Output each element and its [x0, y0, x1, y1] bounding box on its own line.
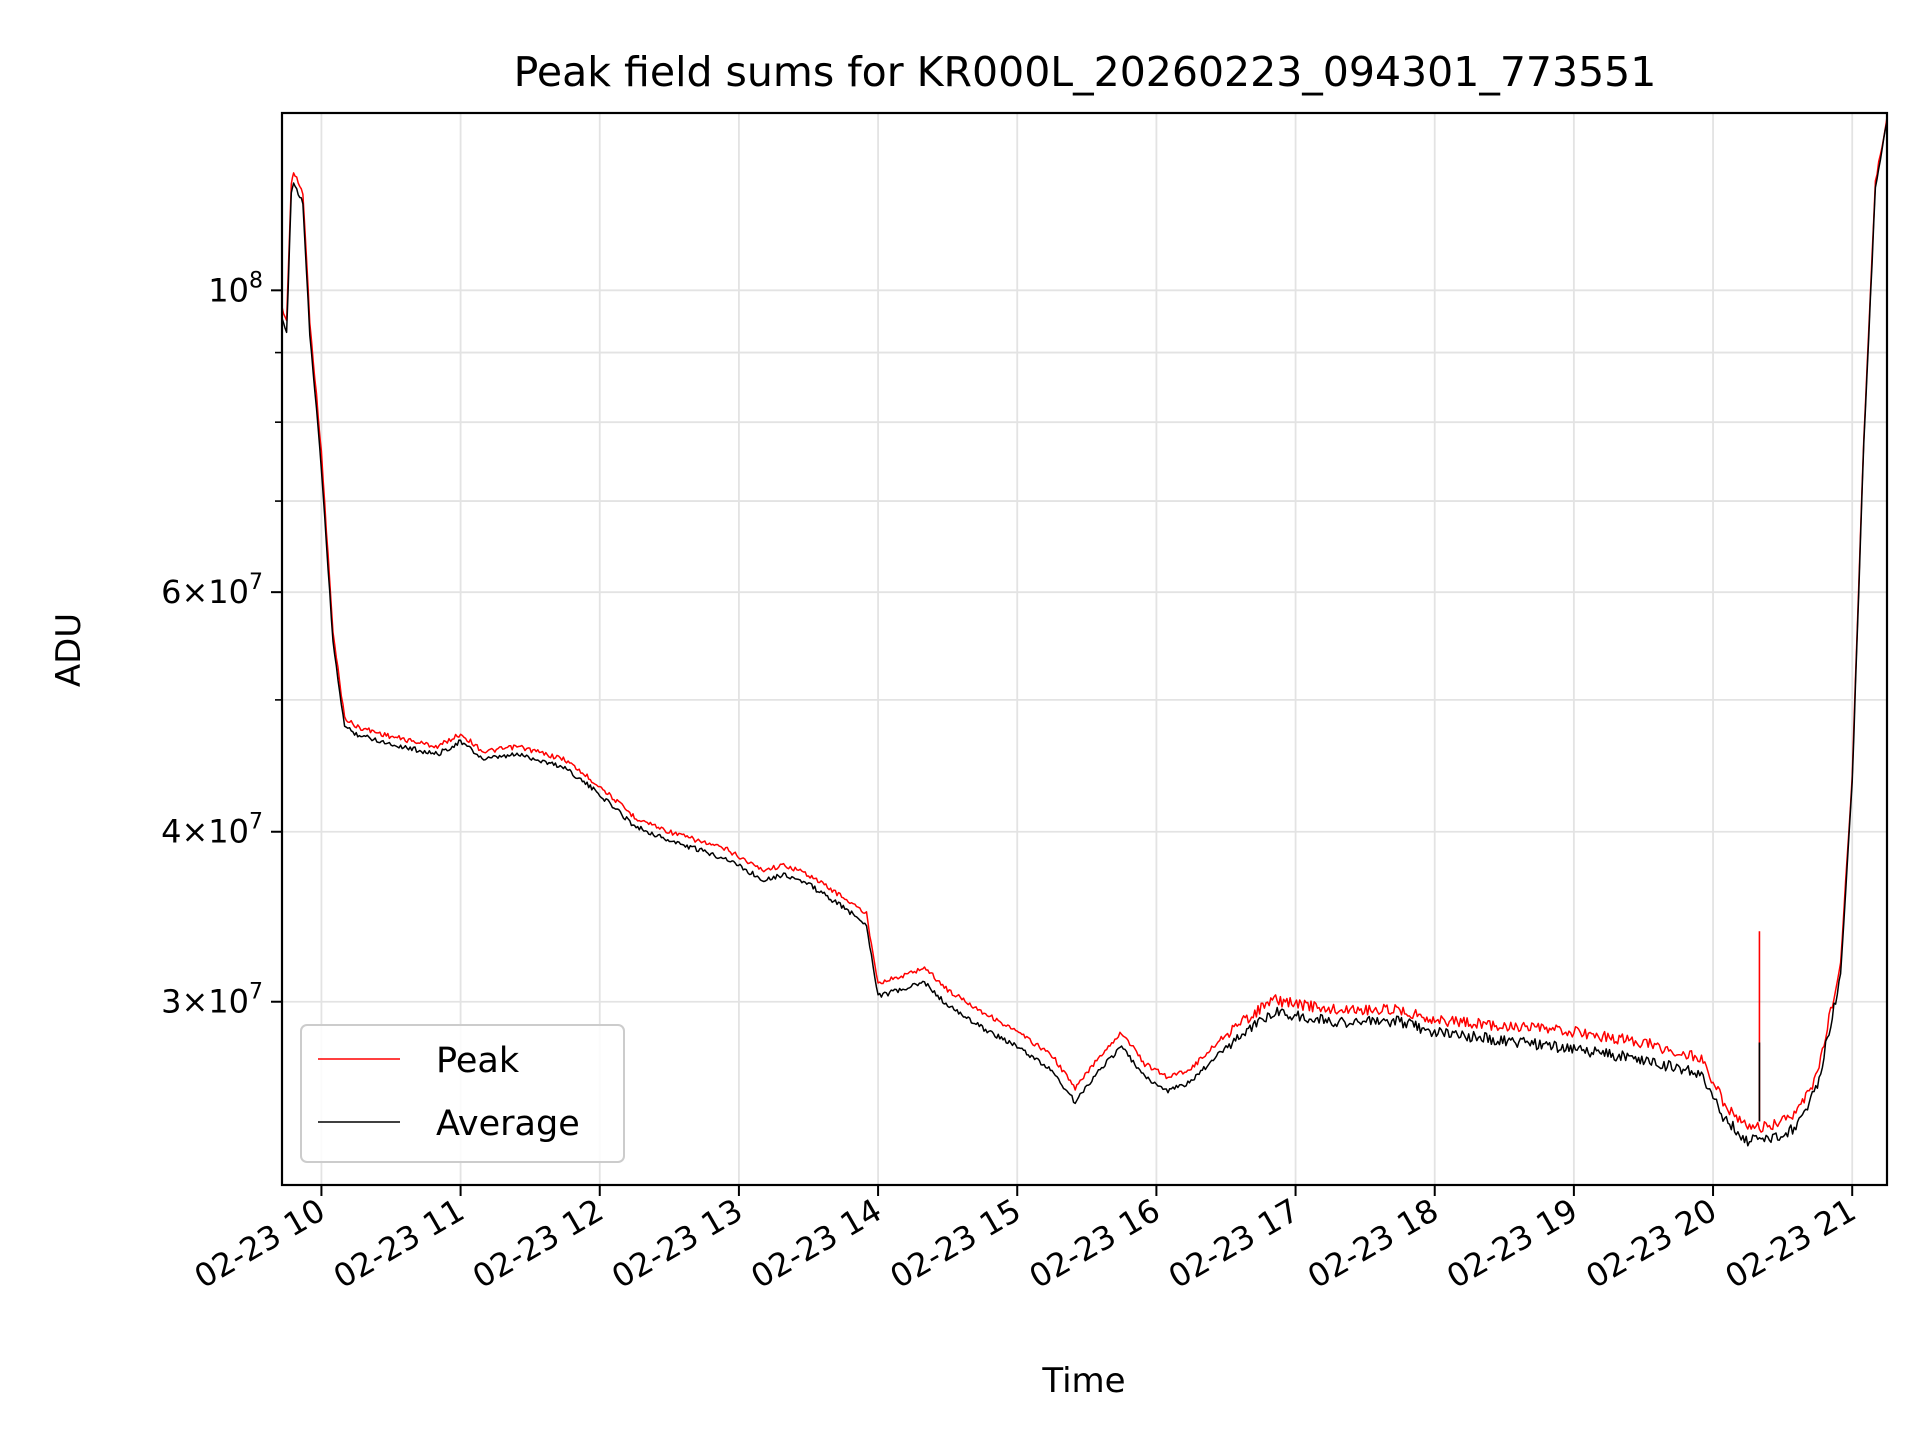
plot-frame — [280, 111, 1889, 1187]
legend-label-average: Average — [436, 1104, 580, 1144]
chart-title: Peak field sums for KR000L_20260223_0943… — [514, 48, 1657, 96]
y-tick-label: 108 — [208, 268, 263, 309]
y-tick-label: 6×107 — [161, 570, 263, 611]
y-axis-label: ADU — [49, 613, 89, 687]
x-axis-label: Time — [1041, 1361, 1125, 1401]
y-tick-label: 4×107 — [161, 810, 263, 851]
series-line-average — [281, 121, 1888, 1147]
plot-lines — [281, 117, 1888, 1147]
legend: Peak Average — [300, 1024, 625, 1163]
series-line-peak — [281, 117, 1888, 1133]
y-tick-label: 3×107 — [161, 980, 263, 1021]
grid — [282, 113, 1887, 1185]
y-axis: 3×107 4×107 6×107 108 — [161, 268, 282, 1021]
legend-label-peak: Peak — [436, 1041, 520, 1081]
